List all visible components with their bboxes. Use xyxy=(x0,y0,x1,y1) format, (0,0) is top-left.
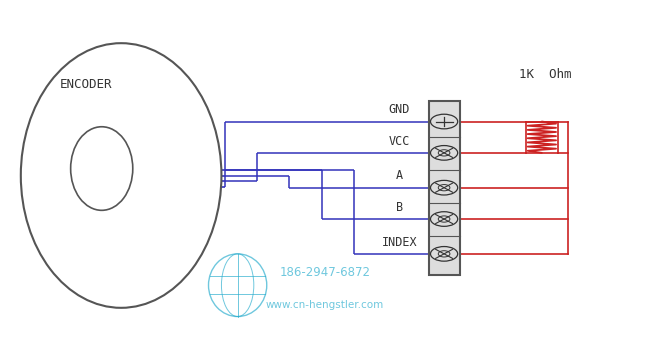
Text: www.cn-hengstler.com: www.cn-hengstler.com xyxy=(266,300,384,310)
Text: VCC: VCC xyxy=(389,135,410,148)
Text: B: B xyxy=(396,201,403,214)
Text: ENCODER: ENCODER xyxy=(60,78,112,92)
Text: 1K  Ohm: 1K Ohm xyxy=(519,68,571,81)
Bar xyxy=(428,101,460,275)
Text: INDEX: INDEX xyxy=(382,236,417,249)
Text: GND: GND xyxy=(389,103,410,116)
Text: A: A xyxy=(396,170,403,183)
Text: 186-2947-6872: 186-2947-6872 xyxy=(280,266,370,279)
